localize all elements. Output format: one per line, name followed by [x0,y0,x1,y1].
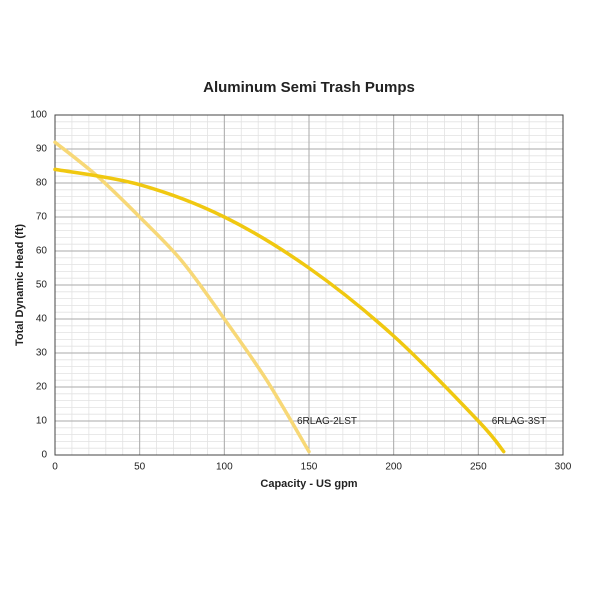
chart-title: Aluminum Semi Trash Pumps [203,79,415,96]
y-tick-label: 0 [41,450,47,461]
y-tick-label: 60 [36,246,48,257]
x-tick-label: 300 [555,462,572,473]
y-axis-title: Total Dynamic Head (ft) [14,224,26,346]
pump-curve [53,167,506,454]
x-tick-label: 0 [52,462,58,473]
y-tick-label: 90 [36,144,48,155]
x-tick-label: 100 [216,462,233,473]
series-label: 6RLAG-2LST [297,416,357,427]
y-tick-label: 50 [36,280,48,291]
y-tick-label: 10 [36,416,48,427]
x-tick-label: 250 [470,462,487,473]
x-tick-label: 200 [385,462,402,473]
x-tick-label: 50 [134,462,146,473]
y-tick-label: 70 [36,212,48,223]
pump-curve [53,140,311,454]
x-axis-title: Capacity - US gpm [260,478,357,490]
y-tick-label: 40 [36,314,48,325]
y-tick-label: 100 [30,110,47,121]
series-label: 6RLAG-3ST [492,416,546,427]
x-tick-label: 150 [301,462,318,473]
y-tick-label: 80 [36,178,48,189]
y-tick-label: 30 [36,348,48,359]
plot-frame [54,114,564,456]
y-tick-label: 20 [36,382,48,393]
